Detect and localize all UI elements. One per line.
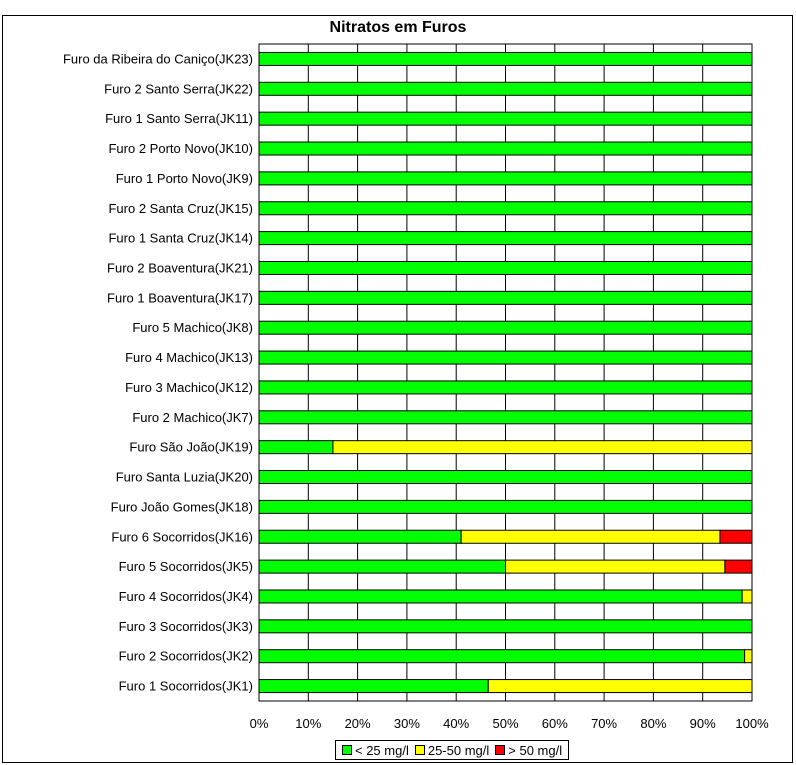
category-label: Furo 5 Socorridos(JK5) xyxy=(119,559,253,574)
legend-swatch xyxy=(495,745,506,755)
bar-segment xyxy=(258,529,462,544)
bar-segment xyxy=(258,320,753,335)
category-label: Furo 2 Boaventura(JK21) xyxy=(107,260,253,275)
category-label: Furo 6 Socorridos(JK16) xyxy=(111,529,253,544)
bar-segment xyxy=(258,619,753,634)
category-label: Furo 5 Machico(JK8) xyxy=(132,320,253,335)
category-label: Furo 1 Boaventura(JK17) xyxy=(107,290,253,305)
category-label: Furo 2 Machico(JK7) xyxy=(132,410,253,425)
bar-segment xyxy=(258,679,489,694)
x-tick-label: 100% xyxy=(735,716,769,731)
legend: < 25 mg/l 25-50 mg/l > 50 mg/l xyxy=(335,740,570,760)
bar-segment xyxy=(258,470,753,485)
bar-segment xyxy=(258,81,753,96)
legend-item: < 25 mg/l xyxy=(342,743,409,758)
bar-segment xyxy=(460,529,721,544)
bar-segment xyxy=(258,559,506,574)
legend-label: 25-50 mg/l xyxy=(427,742,490,758)
x-tick-label: 60% xyxy=(542,716,568,731)
bar-segment xyxy=(744,649,753,664)
bars xyxy=(258,51,753,694)
legend-swatch xyxy=(414,745,425,755)
legend-item: 25-50 mg/l xyxy=(414,742,490,758)
x-tick-label: 0% xyxy=(250,716,269,731)
bar-segment xyxy=(258,649,746,664)
category-label: Furo 3 Machico(JK12) xyxy=(125,380,253,395)
bar-segment xyxy=(258,440,334,455)
bar-segment xyxy=(258,499,753,514)
category-label: Furo São João(JK19) xyxy=(129,440,253,455)
plot-area xyxy=(258,43,753,702)
category-label: Furo 2 Socorridos(JK2) xyxy=(119,649,253,664)
bar-segment xyxy=(487,679,753,694)
category-label: Furo da Ribeira do Caniço(JK23) xyxy=(63,51,253,66)
x-tick-label: 40% xyxy=(443,716,469,731)
category-label: Furo 1 Porto Novo(JK9) xyxy=(116,171,253,186)
category-label: Furo 4 Socorridos(JK4) xyxy=(119,589,253,604)
legend-label: > 50 mg/l xyxy=(508,742,563,758)
legend-swatch xyxy=(342,745,352,755)
category-label: Furo 2 Santa Cruz(JK15) xyxy=(108,201,253,216)
chart-title: Nitratos em Furos xyxy=(329,19,467,36)
x-tick-label: 70% xyxy=(591,716,617,731)
x-tick-label: 10% xyxy=(295,716,321,731)
bar-segment xyxy=(258,141,753,156)
bar-segment xyxy=(258,380,753,395)
bar-segment xyxy=(258,410,753,425)
bar-segment xyxy=(741,589,753,604)
category-label: Furo 2 Porto Novo(JK10) xyxy=(108,141,253,156)
bar-segment xyxy=(258,171,753,186)
bar-segment xyxy=(258,111,753,126)
bar-segment xyxy=(258,231,753,246)
x-tick-label: 90% xyxy=(690,716,716,731)
category-label: Furo 1 Santa Cruz(JK14) xyxy=(108,231,253,246)
bar-segment xyxy=(505,559,726,574)
category-labels: Furo da Ribeira do Caniço(JK23) Furo 2 Sa… xyxy=(63,51,253,693)
bar-segment xyxy=(258,260,753,275)
category-label: Furo Santa Luzia(JK20) xyxy=(116,470,253,485)
bar-segment xyxy=(258,350,753,365)
x-tick-labels: 0% 10% 20% 30% 40% 50% 60% 70% 80% 90% 100% xyxy=(250,716,769,731)
category-label: Furo 1 Santo Serra(JK11) xyxy=(105,111,253,126)
category-label: Furo João Gomes(JK18) xyxy=(111,499,253,514)
legend-item: > 50 mg/l xyxy=(495,743,562,758)
bar-segment xyxy=(258,589,743,604)
bar-segment xyxy=(332,440,753,455)
bar-segment xyxy=(719,529,753,544)
bar-segment xyxy=(258,290,753,305)
x-tick-label: 80% xyxy=(640,716,666,731)
x-tick-label: 30% xyxy=(394,716,420,731)
bar-segment xyxy=(258,51,753,66)
category-label: Furo 3 Socorridos(JK3) xyxy=(119,619,253,634)
category-label: Furo 2 Santo Serra(JK22) xyxy=(104,81,253,96)
legend-label: < 25 mg/l xyxy=(355,742,409,758)
bar-segment xyxy=(724,559,753,574)
x-tick-label: 20% xyxy=(345,716,371,731)
bar-segment xyxy=(258,201,753,216)
x-tick-label: 50% xyxy=(492,716,518,731)
category-label: Furo 1 Socorridos(JK1) xyxy=(119,679,253,694)
category-label: Furo 4 Machico(JK13) xyxy=(125,350,253,365)
